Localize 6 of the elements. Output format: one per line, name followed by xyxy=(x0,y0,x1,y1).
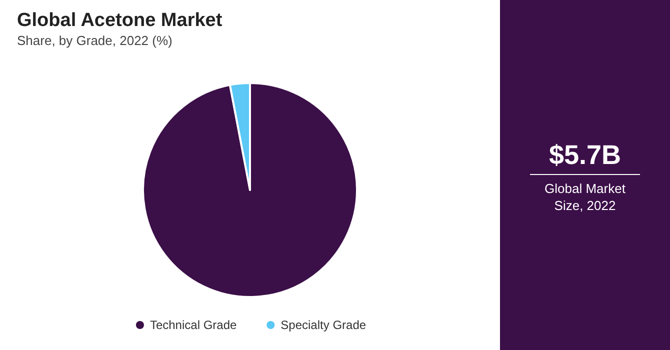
legend-label: Technical Grade xyxy=(150,318,237,332)
chart-subtitle: Share, by Grade, 2022 (%) xyxy=(17,33,172,48)
text: Global Market Size, 2022 xyxy=(544,180,626,214)
text: $5.7B xyxy=(548,140,622,171)
legend-label: Specialty Grade xyxy=(280,318,366,332)
chart-title: Global Acetone Market xyxy=(17,10,223,31)
